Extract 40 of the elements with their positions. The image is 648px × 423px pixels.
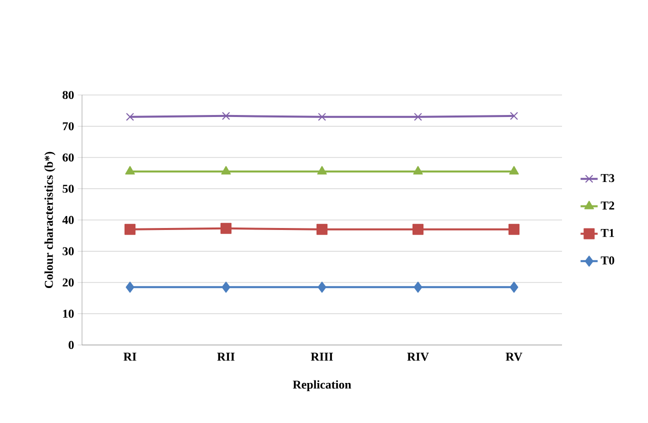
- x-axis-title: Replication: [292, 380, 352, 392]
- y-tick-label: 20: [62, 278, 74, 287]
- point: [508, 224, 520, 235]
- point: [413, 166, 423, 175]
- y-tick-label: 10: [63, 310, 74, 318]
- y-tick-label: 70: [62, 122, 74, 130]
- point: [414, 112, 422, 121]
- x-tick-label: RIII: [310, 352, 333, 361]
- y-tick-label: 30: [62, 247, 74, 256]
- point: [509, 166, 519, 175]
- x-tick-label: RV: [506, 352, 522, 361]
- point: [222, 112, 230, 120]
- x-tick-label: RIV: [407, 352, 429, 361]
- point: [317, 166, 327, 175]
- y-tick-label: 50: [62, 184, 74, 193]
- point: [414, 282, 422, 293]
- point: [221, 166, 231, 175]
- x-tick-label: RI: [124, 352, 136, 361]
- point: [220, 222, 232, 234]
- x-tick-label: RII: [217, 352, 235, 361]
- legend-label: T0: [600, 256, 614, 264]
- point: [222, 282, 230, 293]
- y-tick-label: 60: [62, 153, 74, 162]
- legend-label: T1: [600, 228, 614, 237]
- y-tick-label: 0: [68, 340, 74, 350]
- point: [318, 282, 326, 293]
- point: [316, 224, 328, 235]
- point: [510, 282, 518, 293]
- y-tick-label: 40: [62, 216, 74, 224]
- y-axis-title: Colour characteristics (b*): [44, 152, 56, 288]
- point: [412, 224, 424, 235]
- point: [126, 112, 134, 121]
- point: [126, 282, 134, 293]
- legend-label: T3: [600, 174, 614, 182]
- point: [124, 224, 136, 235]
- point: [125, 166, 135, 175]
- legend-label: T2: [600, 202, 614, 210]
- point: [318, 112, 326, 121]
- y-tick-label: 80: [62, 90, 74, 100]
- point: [510, 112, 518, 120]
